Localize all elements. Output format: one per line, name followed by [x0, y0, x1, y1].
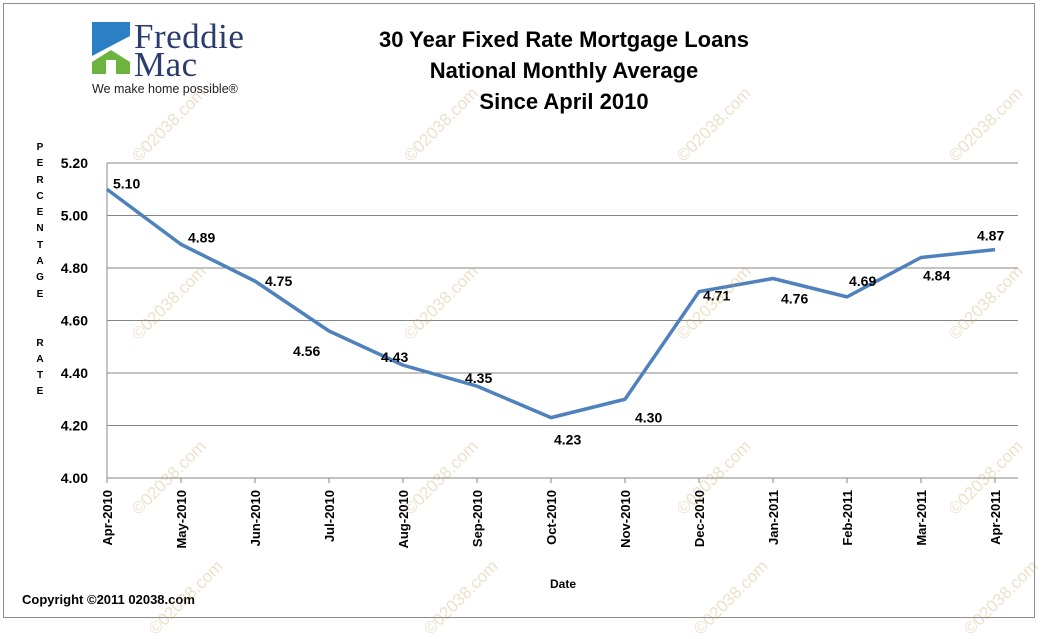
- y-tick-label: 5.00: [61, 208, 88, 224]
- y-axis-label-letter: T: [36, 239, 44, 251]
- y-axis-label-letter: E: [36, 207, 44, 219]
- chart-title-line1: 30 Year Fixed Rate Mortgage Loans: [378, 27, 750, 52]
- data-label: 4.56: [293, 343, 320, 359]
- data-label: 4.84: [923, 268, 950, 284]
- data-label: 4.89: [188, 229, 215, 245]
- copyright-notice: Copyright ©2011 02038.com: [22, 592, 195, 607]
- y-axis-label-letter: A: [36, 353, 44, 365]
- brand-name-line2: Mac: [134, 45, 198, 84]
- y-axis-label-letter: R: [36, 337, 44, 349]
- data-label: 4.43: [381, 349, 408, 365]
- y-axis-label-letter: P: [36, 142, 44, 153]
- y-axis-label-letter: N: [36, 223, 44, 235]
- y-axis-label-letter: T: [36, 370, 44, 382]
- x-tick-label: Apr-2011: [988, 490, 1003, 545]
- y-axis-label-letter: E: [36, 386, 44, 398]
- y-axis-label-letter: R: [36, 174, 44, 186]
- chart-title-line3: Since April 2010: [479, 89, 649, 114]
- x-tick-label: Jun-2010: [248, 490, 263, 546]
- x-axis-label: Date: [549, 577, 576, 591]
- y-axis-label-letter: G: [36, 272, 44, 284]
- data-label: 5.10: [113, 175, 140, 191]
- x-tick-label: Sep-2010: [470, 490, 485, 547]
- chart-frame: [3, 3, 1035, 618]
- series-line: [105, 187, 996, 420]
- data-label: 4.87: [977, 228, 1004, 244]
- data-label: 4.23: [554, 432, 581, 448]
- x-tick-label: May-2010: [174, 490, 189, 549]
- data-label: 4.76: [781, 291, 808, 307]
- brand-tagline: We make home possible®: [92, 82, 238, 96]
- chart-title-line2: National Monthly Average: [429, 58, 699, 83]
- x-tick-label: Feb-2011: [840, 490, 855, 546]
- x-tick-label: Mar-2011: [914, 490, 929, 546]
- y-axis-label-letter: E: [36, 288, 44, 300]
- x-tick-label: Dec-2010: [692, 490, 707, 547]
- data-label: 4.69: [849, 273, 876, 289]
- data-label: 4.35: [465, 370, 492, 386]
- y-tick-label: 4.20: [61, 418, 88, 434]
- x-tick-label: Oct-2010: [544, 490, 559, 545]
- y-tick-label: 4.40: [61, 365, 88, 381]
- freddie-mac-logo: Freddie Mac We make home possible®: [92, 17, 292, 100]
- x-tick-label: Apr-2010: [100, 490, 115, 546]
- y-tick-label: 5.20: [61, 155, 88, 171]
- y-tick-label: 4.80: [61, 260, 88, 276]
- x-tick-label: Jan-2011: [766, 490, 781, 545]
- y-tick-label: 4.60: [61, 313, 88, 329]
- data-label: 4.30: [635, 409, 662, 425]
- data-label: 4.71: [703, 288, 730, 304]
- data-label: 4.75: [265, 273, 292, 289]
- y-axis-label-letter: E: [36, 158, 44, 170]
- line-chart: 4.00 4.20 4.40 4.60 4.80 5.00 5.20 Apr-2010 May-…: [61, 155, 1018, 549]
- chart-title: 30 Year Fixed Rate Mortgage Loans Nation…: [330, 24, 798, 117]
- brand-name-line1: Freddie: [134, 17, 245, 56]
- y-axis-label-letter: A: [36, 256, 44, 268]
- house-logo-icon: [92, 22, 130, 74]
- x-tick-label: Jul-2010: [322, 490, 337, 542]
- y-tick-label: 4.00: [61, 470, 88, 486]
- y-axis-label-letter: C: [36, 190, 44, 202]
- x-tick-label: Nov-2010: [618, 490, 633, 548]
- x-tick-label: Aug-2010: [396, 490, 411, 549]
